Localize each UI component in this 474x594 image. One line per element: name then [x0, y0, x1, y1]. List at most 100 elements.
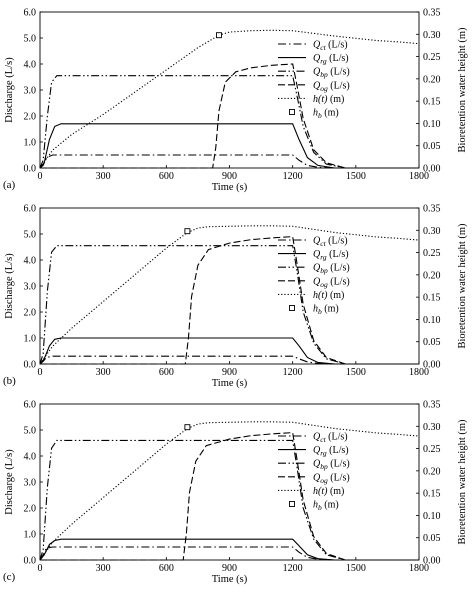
x-tick-label: 300: [96, 563, 111, 574]
hb-marker: [184, 228, 191, 235]
y2-tick-label: 0.15: [423, 97, 441, 108]
x-tick-label: 600: [159, 171, 174, 182]
x-tick-label: 1200: [283, 171, 303, 182]
x-axis-label: Time (s): [212, 182, 248, 193]
y2-tick-label: 0.35: [423, 204, 441, 215]
series-line: [39, 75, 419, 169]
plot-frame: [39, 403, 420, 561]
legend-label: Qrg (L/s): [313, 53, 349, 66]
legend-swatch: [289, 501, 295, 507]
y-tick-label: 0.0: [24, 164, 37, 175]
y-tick-label: 3.0: [24, 86, 37, 97]
y2-tick-label: 0.30: [423, 422, 441, 433]
y2-axis-label: Bioretention water height (m): [457, 223, 468, 349]
y2-tick-label: 0.30: [423, 226, 441, 237]
y-tick-label: 3.0: [24, 282, 37, 293]
panel-label: (b): [3, 375, 16, 387]
legend-label: Qrg (L/s): [313, 445, 349, 458]
series-line: [39, 123, 419, 169]
y-tick-label: 0.0: [24, 360, 37, 371]
x-tick-label: 300: [96, 171, 111, 182]
x-tick-label: 0: [38, 367, 43, 378]
x-tick-label: 1500: [346, 367, 366, 378]
x-tick-label: 1200: [283, 563, 303, 574]
y2-tick-label: 0.10: [423, 119, 441, 130]
y-axis-label: Discharge (L/s): [4, 449, 15, 515]
x-tick-label: 1800: [409, 563, 429, 574]
x-tick-label: 1500: [346, 171, 366, 182]
panel-label: (a): [3, 179, 16, 191]
y-tick-label: 2.0: [24, 112, 37, 123]
x-tick-label: 900: [222, 367, 237, 378]
x-axis-label: Time (s): [212, 574, 248, 585]
y-tick-label: 5.0: [24, 34, 37, 45]
legend-label: h(t) (m): [313, 290, 344, 301]
y2-axis-label: Bioretention water height (m): [457, 27, 468, 153]
series-line: [40, 236, 419, 365]
legend-label: Qbp (L/s): [313, 459, 350, 472]
y2-tick-label: 0.20: [423, 74, 441, 85]
y2-tick-label: 0.25: [423, 52, 441, 63]
y-axis-label: Discharge (L/s): [4, 253, 15, 319]
series-line: [39, 245, 419, 365]
legend-swatch: [289, 305, 295, 311]
y2-tick-label: 0.25: [423, 248, 441, 259]
x-tick-label: 0: [38, 171, 43, 182]
y2-axis-label: Bioretention water height (m): [457, 419, 468, 545]
hb-marker: [184, 424, 191, 431]
legend-label: Qog (L/s): [313, 276, 350, 289]
legend-label: Qbp (L/s): [313, 67, 350, 80]
hb-marker: [216, 32, 222, 39]
legend-label: Qog (L/s): [313, 472, 350, 485]
y-tick-label: 2.0: [24, 308, 37, 319]
y2-tick-label: 0.20: [423, 270, 441, 281]
y-axis-label: Discharge (L/s): [4, 57, 15, 123]
legend-label: Qct (L/s): [313, 236, 348, 249]
x-tick-label: 300: [96, 367, 111, 378]
y-tick-label: 5.0: [24, 230, 37, 241]
y2-tick-label: 0.15: [423, 293, 441, 304]
y2-tick-label: 0.00: [423, 556, 441, 567]
x-tick-label: 0: [38, 563, 43, 574]
legend-label: Qrg (L/s): [313, 249, 349, 262]
y2-tick-label: 0.05: [423, 533, 441, 544]
legend-label: h(t) (m): [313, 94, 344, 105]
y2-tick-label: 0.05: [423, 141, 441, 152]
y-tick-label: 6.0: [24, 400, 37, 411]
chart-panel: 0 300 600 900 1200 1500 1800 0.0 1.0 2.0 3.0 4.0 5.0…: [3, 400, 468, 586]
x-tick-label: 600: [159, 563, 174, 574]
x-axis-label: Time (s): [212, 378, 248, 389]
y-tick-label: 4.0: [24, 452, 37, 463]
legend-label: Qct (L/s): [313, 432, 348, 445]
legend-label: hb (m): [313, 108, 339, 121]
legend-label: Qog (L/s): [313, 80, 350, 93]
series-line: [39, 538, 419, 561]
x-tick-label: 1800: [409, 367, 429, 378]
panel-label: (c): [3, 571, 16, 583]
series-line: [40, 63, 419, 169]
y2-tick-label: 0.00: [423, 360, 441, 371]
y-tick-label: 1.0: [24, 530, 37, 541]
y-tick-label: 0.0: [24, 556, 37, 567]
y2-tick-label: 0.20: [423, 466, 441, 477]
y2-tick-label: 0.10: [423, 511, 441, 522]
y2-tick-label: 0.25: [423, 444, 441, 455]
legend-swatch: [289, 109, 295, 115]
y2-tick-label: 0.15: [423, 489, 441, 500]
plot-frame: [39, 207, 420, 365]
y-tick-label: 6.0: [24, 8, 37, 19]
y2-tick-label: 0.35: [423, 400, 441, 411]
y2-tick-label: 0.05: [423, 337, 441, 348]
x-tick-label: 1800: [409, 171, 429, 182]
series-line: [39, 337, 419, 365]
y-tick-label: 4.0: [24, 60, 37, 71]
series-line: [39, 421, 420, 561]
legend-label: Qbp (L/s): [313, 263, 350, 276]
series-line: [39, 29, 420, 169]
series-line: [40, 432, 419, 561]
x-tick-label: 600: [159, 367, 174, 378]
x-tick-label: 900: [222, 563, 237, 574]
y-tick-label: 4.0: [24, 256, 37, 267]
y2-tick-label: 0.30: [423, 30, 441, 41]
